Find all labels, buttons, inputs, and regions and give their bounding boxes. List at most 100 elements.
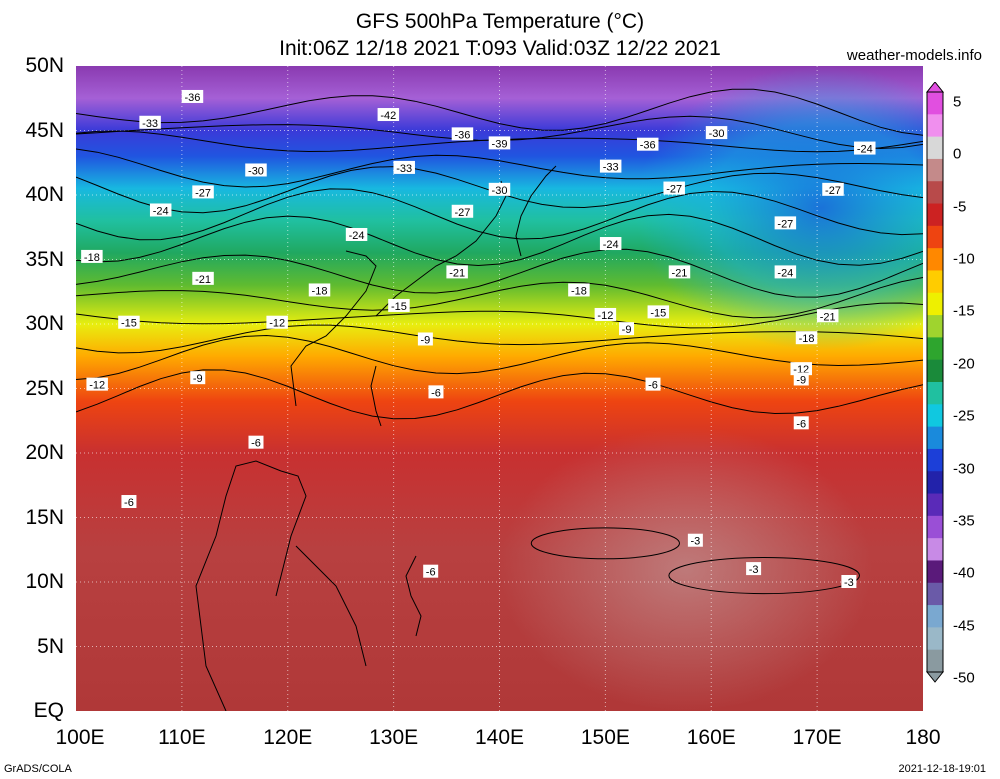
lon-tick-label: 140E [474, 726, 525, 749]
map-title: GFS 500hPa Temperature (°C) [355, 10, 645, 33]
lat-tick-label: 50N [25, 54, 64, 77]
lon-tick-label: 170E [792, 726, 842, 749]
lat-tick-label: EQ [33, 699, 64, 722]
contour-label-box [451, 204, 474, 218]
contour-label: -30 [248, 165, 264, 177]
contour-label: -36 [640, 140, 656, 152]
contour-label-box [795, 331, 818, 345]
site-credit[interactable]: weather-models.info [846, 47, 982, 64]
contour-label-box [345, 227, 368, 241]
contour-label-box [451, 127, 474, 141]
contour-label: -21 [449, 267, 465, 279]
colorbar-tick-label: -20 [953, 355, 975, 373]
lon-tick-label: 120E [263, 726, 313, 749]
contour-label: -6 [426, 567, 436, 579]
contour-label-box [139, 115, 161, 129]
colorbar-swatch [927, 605, 943, 628]
lon-tick-label: 100E [55, 726, 105, 749]
contour-label: -6 [648, 380, 658, 392]
colorbar-swatch [927, 515, 943, 539]
isotherm--6 [76, 369, 923, 420]
lon-tick-label: 130E [369, 726, 419, 749]
contour-label-box [599, 237, 622, 251]
coastlines [195, 165, 557, 711]
temperature-map: -36 -42 -33 -36 -39 -36 -30 -24 -30 -33 -33 -30 -27 -… [76, 66, 923, 711]
colorbar-swatch [927, 136, 943, 160]
contour-label-box [647, 305, 670, 319]
contour-label-box [81, 249, 103, 263]
contour-label: -18 [571, 285, 587, 297]
contour-label-box [636, 137, 659, 151]
contour-label: -24 [603, 239, 619, 251]
contour-label-box [663, 181, 685, 195]
contour-label: -12 [269, 318, 285, 330]
contour-label-box [423, 564, 439, 578]
contour-label: -9 [796, 374, 806, 386]
contour-label: -27 [777, 218, 793, 230]
contour-label: -12 [597, 310, 613, 322]
contour-label-box [446, 265, 468, 279]
contour-label-box [841, 575, 857, 588]
colorbar-tick-label: 5 [953, 93, 962, 111]
contour-label: -9 [420, 334, 430, 346]
colorbar-tick-label: -15 [953, 302, 975, 320]
lon-tick-label: 150E [580, 726, 630, 749]
contour-label-box [816, 309, 839, 323]
contour-label: -18 [312, 285, 328, 297]
contour-label: -18 [84, 252, 100, 264]
isotherm--21 [76, 248, 923, 298]
contour-label-box [192, 271, 214, 285]
colorbar-swatch [927, 92, 943, 115]
contour-label: -36 [185, 92, 201, 104]
contour-label-box [645, 377, 661, 391]
colorbar-swatch [927, 337, 943, 361]
isotherm--42 [76, 88, 923, 136]
contour-label: -24 [777, 267, 793, 279]
contour-label-box [377, 108, 400, 122]
contour-labels: -36 -42 -33 -36 -39 -36 -30 -24 -30 -33 -33 -30 -27 -… [81, 89, 876, 589]
contour-label-box [192, 185, 214, 199]
isotherm--24 [76, 213, 923, 267]
colorbar-swatch [927, 560, 943, 584]
contour-label-box [181, 89, 204, 103]
contour-label: -39 [492, 138, 508, 150]
colorbar-swatch [927, 404, 943, 428]
colorbar-swatch [927, 649, 943, 673]
contour-label: -33 [396, 163, 412, 175]
contour-label: -27 [666, 184, 682, 196]
colorbar-swatch [927, 203, 943, 227]
contour-label: -12 [89, 380, 105, 392]
lat-tick-label: 20N [25, 441, 64, 464]
lat-tick-label: 40N [25, 183, 64, 206]
colorbar-tick-label: -45 [953, 617, 975, 635]
contour-label-box [121, 495, 137, 509]
contour-label: -27 [825, 185, 841, 197]
contour-label-box [248, 435, 264, 449]
contour-label-box [568, 283, 590, 297]
colorbar-swatch [927, 426, 943, 450]
contour-label: -36 [454, 129, 470, 141]
colorbar-max-arrow [925, 82, 945, 93]
contour-label-box [266, 315, 288, 329]
contour-label-box [854, 141, 876, 155]
colorbar-swatch [927, 382, 943, 405]
lat-tick-label: 30N [25, 312, 64, 335]
lat-tick-label: 25N [25, 376, 64, 400]
colorbar-tick-label: -30 [953, 460, 975, 478]
colorbar-swatch [927, 538, 943, 561]
colorbar-frame [926, 91, 944, 673]
contour-label-box [149, 203, 172, 217]
contour-label-box [793, 416, 809, 430]
isotherm--9 [76, 334, 923, 380]
colorbar-swatch [927, 627, 943, 651]
contour-label-box [774, 265, 797, 279]
contour-label: -18 [799, 333, 815, 345]
contour-label: -15 [650, 307, 666, 319]
isotherm--15 [76, 302, 923, 329]
colorbar-swatch [927, 158, 943, 182]
contour-label: -6 [124, 497, 134, 509]
contour-label-box [428, 385, 444, 399]
colorbar-swatch [927, 448, 943, 472]
contour-label-box [599, 159, 622, 173]
colorbar-swatch [927, 114, 943, 138]
